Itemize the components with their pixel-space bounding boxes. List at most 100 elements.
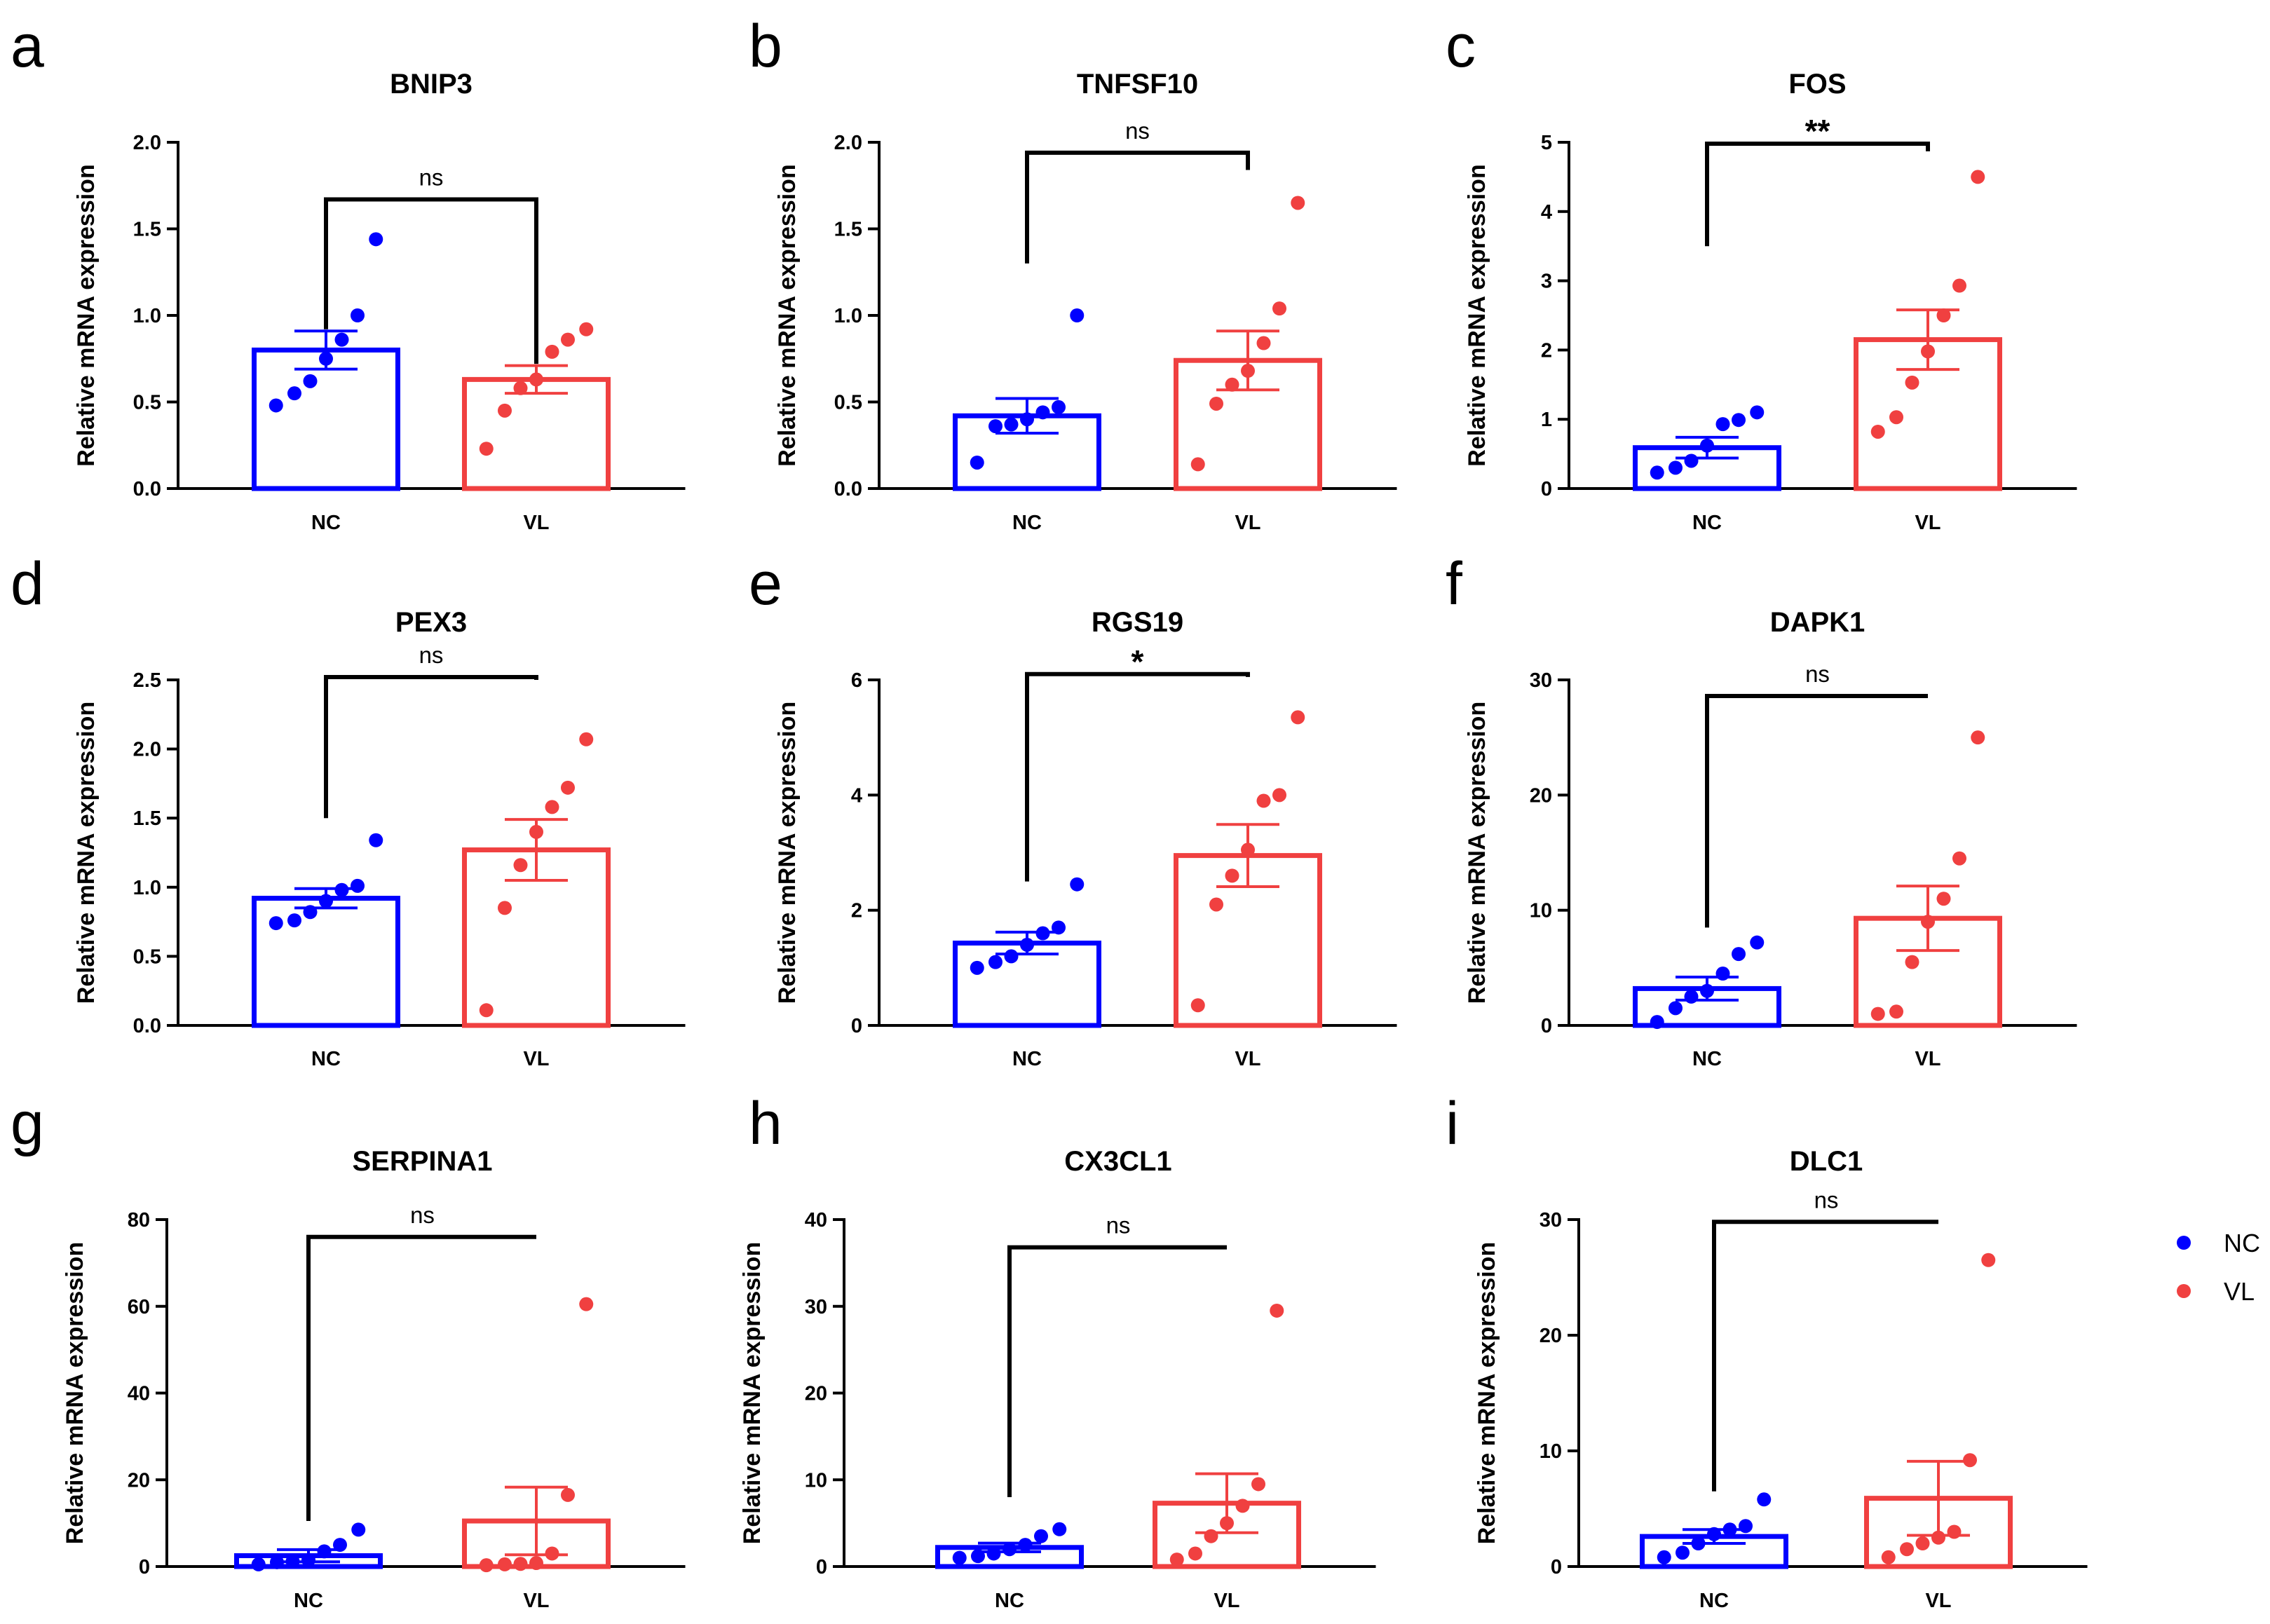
data-point-vl: [1936, 892, 1951, 906]
data-point-vl: [1169, 1553, 1184, 1567]
data-point-nc: [1732, 947, 1746, 962]
y-axis-label: Relative mRNA expression: [739, 1242, 766, 1544]
x-tick-label-nc: NC: [311, 512, 341, 534]
data-point-vl: [1870, 424, 1885, 439]
data-point-vl: [498, 1557, 512, 1571]
data-point-vl: [1931, 1530, 1945, 1545]
data-point-vl: [513, 381, 528, 395]
data-point-nc: [1020, 412, 1034, 427]
data-point-nc: [334, 332, 349, 347]
data-point-vl: [1291, 710, 1305, 725]
data-point-nc: [369, 833, 383, 847]
data-point-vl: [1881, 1550, 1896, 1564]
panel-letter: d: [11, 550, 44, 617]
y-tick-label: 2.0: [133, 739, 161, 761]
data-point-nc: [988, 419, 1003, 434]
bar-nc: [953, 941, 1101, 1028]
data-point-vl: [579, 322, 594, 336]
chart-title: PEX3: [395, 607, 467, 638]
data-point-nc: [1003, 1542, 1017, 1557]
data-point-vl: [579, 1297, 594, 1311]
data-point-nc: [251, 1557, 266, 1571]
data-point-vl: [1270, 1303, 1284, 1318]
data-point-nc: [1657, 1550, 1671, 1564]
y-tick-label: 0: [816, 1556, 827, 1578]
y-axis-label: Relative mRNA expression: [1464, 702, 1490, 1004]
y-tick-label: 40: [128, 1383, 150, 1405]
data-point-vl: [1947, 1524, 1962, 1539]
data-point-nc: [1707, 1527, 1721, 1541]
data-point-vl: [1905, 375, 1919, 390]
y-axis-label: Relative mRNA expression: [1474, 1242, 1500, 1544]
data-point-nc: [1715, 967, 1730, 981]
y-tick-label: 5: [1541, 132, 1552, 154]
x-tick-label-nc: NC: [995, 1590, 1024, 1612]
chart-title: FOS: [1788, 69, 1846, 100]
y-tick-label: 0.0: [834, 478, 862, 500]
y-tick-label: 20: [805, 1383, 827, 1405]
data-point-vl: [529, 1556, 543, 1571]
y-tick-label: 0.5: [133, 946, 161, 968]
panels-group: a BNIP3 Relative mRNA expression 0.0 0.5 1.0 1…: [11, 13, 2088, 1612]
y-tick-label: 6: [851, 669, 862, 692]
data-point-vl: [529, 372, 543, 387]
data-point-vl: [479, 1003, 494, 1018]
data-point-nc: [988, 955, 1003, 969]
data-point-vl: [1256, 336, 1271, 350]
data-point-vl: [1936, 308, 1951, 322]
data-point-vl: [1225, 377, 1239, 392]
data-point-nc: [1070, 877, 1085, 892]
panel-letter: g: [11, 1090, 44, 1157]
y-axis-label: Relative mRNA expression: [1464, 164, 1490, 466]
data-point-vl: [1256, 793, 1271, 808]
data-point-nc: [1070, 308, 1085, 322]
significance-label: *: [1131, 643, 1144, 680]
data-point-nc: [1018, 1538, 1033, 1553]
panel-a: a BNIP3 Relative mRNA expression 0.0 0.5 1.0 1…: [11, 13, 686, 534]
data-point-nc: [285, 1554, 300, 1569]
x-tick-label-vl: VL: [1235, 1048, 1260, 1070]
data-point-nc: [351, 308, 365, 322]
y-tick-label: 40: [805, 1209, 827, 1231]
chart-title: BNIP3: [390, 69, 473, 100]
bar-nc: [252, 347, 400, 491]
legend-marker-vl: [2177, 1284, 2191, 1298]
data-point-vl: [513, 858, 528, 873]
x-tick-label-vl: VL: [1915, 1048, 1941, 1070]
data-point-nc: [1750, 405, 1765, 420]
data-point-vl: [1225, 868, 1239, 883]
x-tick-label-nc: NC: [294, 1590, 323, 1612]
y-tick-label: 1.0: [834, 305, 862, 327]
x-tick-label-nc: NC: [1699, 1590, 1729, 1612]
data-point-vl: [1291, 196, 1305, 210]
y-tick-label: 0: [851, 1015, 862, 1037]
data-point-vl: [545, 1546, 559, 1561]
data-point-nc: [303, 374, 318, 388]
y-tick-label: 20: [1540, 1325, 1562, 1347]
bar-vl: [462, 376, 611, 491]
x-tick-label-vl: VL: [523, 1590, 549, 1612]
data-point-vl: [1952, 278, 1966, 293]
data-point-nc: [1035, 926, 1050, 941]
y-tick-label: 0: [1551, 1556, 1562, 1578]
data-point-vl: [545, 344, 559, 359]
y-tick-label: 3: [1541, 271, 1552, 293]
data-point-nc: [970, 455, 984, 470]
data-point-nc: [301, 1553, 315, 1567]
data-point-vl: [1870, 1007, 1885, 1021]
panel-h: h CX3CL1 Relative mRNA expression 0 10 20 30 40…: [739, 1090, 1376, 1612]
data-point-vl: [1889, 410, 1903, 425]
x-tick-label-vl: VL: [1214, 1590, 1239, 1612]
x-tick-label-nc: NC: [311, 1048, 341, 1070]
y-tick-label: 0.5: [133, 392, 161, 414]
panel-letter: c: [1446, 13, 1476, 80]
y-tick-label: 4: [1541, 201, 1552, 224]
y-tick-label: 60: [128, 1296, 150, 1318]
significance-label: ns: [1106, 1213, 1131, 1239]
legend-label-nc: NC: [2224, 1229, 2260, 1257]
panel-d: d PEX3 Relative mRNA expression 0.0 0.5 1.0 1.…: [11, 550, 686, 1070]
data-point-nc: [1732, 413, 1746, 428]
data-point-nc: [1052, 400, 1066, 414]
significance-bracket: [1007, 1245, 1227, 1497]
data-point-nc: [1052, 920, 1066, 935]
